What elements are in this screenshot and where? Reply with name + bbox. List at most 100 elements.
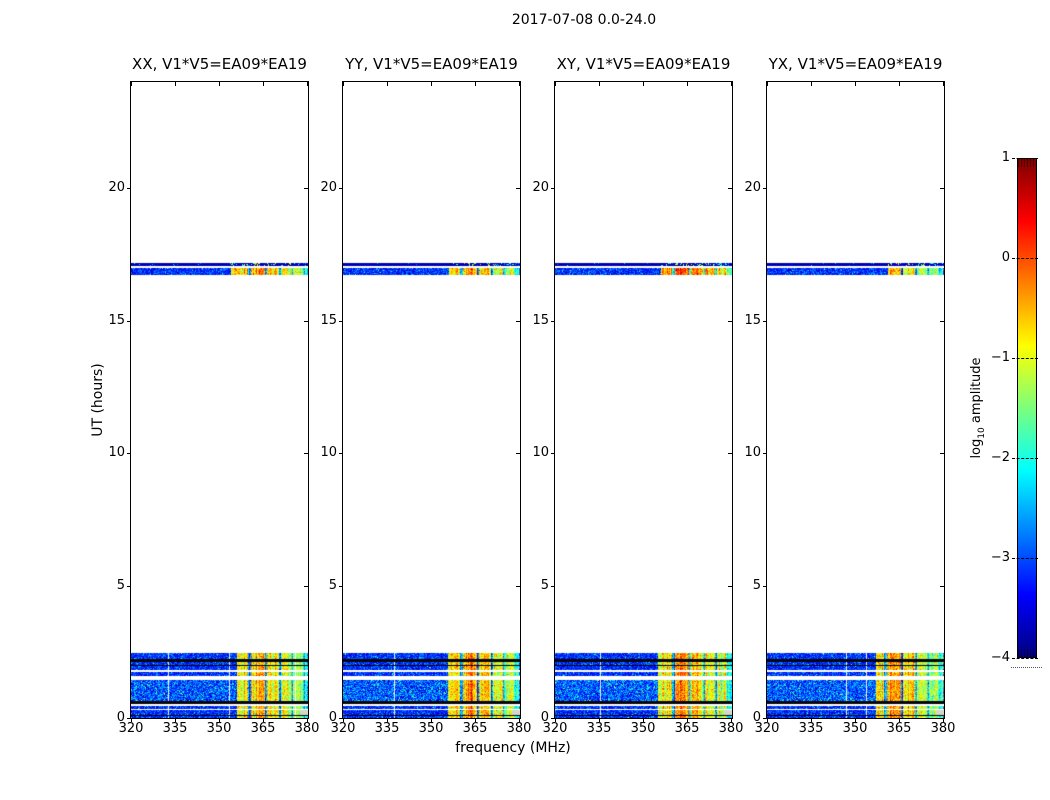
- x-tick-bottom: [263, 718, 264, 722]
- colorbar-tick-label: 1: [1001, 150, 1010, 165]
- x-tick-bottom: [343, 718, 344, 722]
- x-tick-top: [599, 82, 600, 86]
- y-tick-right: [940, 188, 944, 189]
- x-tick-label: 320: [542, 721, 568, 736]
- x-tick-bottom: [431, 718, 432, 722]
- colorbar-label-sub10: 10: [976, 427, 987, 439]
- x-tick-bottom: [175, 718, 176, 722]
- x-tick-top: [943, 82, 944, 86]
- x-axis-label: frequency (MHz): [455, 740, 571, 756]
- x-tick-label: 380: [930, 721, 956, 736]
- y-tick-label: 10: [532, 445, 549, 460]
- y-tick-label: 5: [752, 578, 761, 593]
- y-tick-label: 5: [540, 578, 549, 593]
- y-tick-label: 0: [540, 710, 549, 725]
- y-tick-right: [304, 718, 308, 719]
- x-tick-label: 365: [674, 721, 700, 736]
- y-axis-label: UT (hours): [90, 363, 106, 437]
- x-tick-top: [643, 82, 644, 86]
- colorbar-tick-label: −1: [990, 350, 1010, 365]
- x-tick-top: [431, 82, 432, 86]
- heatmap-canvas-yy: [343, 82, 520, 718]
- x-tick-top: [555, 82, 556, 86]
- y-tick-right: [516, 188, 520, 189]
- x-tick-top: [731, 82, 732, 86]
- colorbar-top-hatch: [1018, 159, 1036, 167]
- x-tick-bottom: [899, 718, 900, 722]
- x-tick-bottom: [387, 718, 388, 722]
- heatmap-canvas-xy: [555, 82, 732, 718]
- y-tick-left: [339, 188, 343, 189]
- colorbar-bottom-dotted-line: [1011, 667, 1042, 668]
- y-tick-right: [728, 188, 732, 189]
- y-tick-right: [516, 718, 520, 719]
- y-tick-label: 15: [744, 313, 761, 328]
- x-tick-label: 335: [162, 721, 188, 736]
- x-tick-top: [899, 82, 900, 86]
- y-tick-right: [940, 718, 944, 719]
- y-tick-label: 5: [116, 578, 125, 593]
- y-tick-left: [551, 718, 555, 719]
- x-tick-bottom: [643, 718, 644, 722]
- panel-xy: [554, 81, 733, 719]
- y-tick-label: 10: [108, 445, 125, 460]
- y-tick-label: 0: [116, 710, 125, 725]
- x-tick-bottom: [555, 718, 556, 722]
- colorbar-tick: [1012, 558, 1038, 559]
- y-tick-left: [763, 586, 767, 587]
- y-tick-label: 10: [744, 445, 761, 460]
- y-tick-label: 15: [108, 313, 125, 328]
- x-tick-label: 320: [330, 721, 356, 736]
- heatmap-canvas-xx: [131, 82, 308, 718]
- colorbar-tick: [1012, 158, 1038, 159]
- x-tick-label: 365: [250, 721, 276, 736]
- colorbar-tick-label: 0: [1001, 250, 1010, 265]
- x-tick-top: [475, 82, 476, 86]
- x-tick-top: [131, 82, 132, 86]
- x-tick-top: [307, 82, 308, 86]
- x-tick-top: [519, 82, 520, 86]
- y-tick-right: [940, 453, 944, 454]
- x-tick-label: 350: [630, 721, 656, 736]
- y-tick-left: [551, 188, 555, 189]
- y-tick-label: 0: [752, 710, 761, 725]
- panel-title-xy: XY, V1*V5=EA09*EA19: [556, 55, 731, 73]
- y-tick-label: 10: [320, 445, 337, 460]
- y-tick-left: [763, 321, 767, 322]
- colorbar-tick: [1012, 258, 1038, 259]
- y-tick-left: [127, 586, 131, 587]
- y-tick-label: 5: [328, 578, 337, 593]
- x-tick-label: 380: [506, 721, 532, 736]
- y-tick-right: [728, 321, 732, 322]
- x-tick-label: 350: [418, 721, 444, 736]
- colorbar-bottom-hatch: [1018, 649, 1036, 657]
- colorbar-label: log10 amplitude: [969, 357, 987, 458]
- y-tick-right: [304, 188, 308, 189]
- y-tick-left: [127, 718, 131, 719]
- x-tick-top: [387, 82, 388, 86]
- y-tick-label: 20: [744, 180, 761, 195]
- x-tick-label: 380: [294, 721, 320, 736]
- x-tick-label: 335: [374, 721, 400, 736]
- x-tick-label: 335: [586, 721, 612, 736]
- x-tick-top: [811, 82, 812, 86]
- y-tick-left: [127, 453, 131, 454]
- y-tick-right: [728, 453, 732, 454]
- x-tick-bottom: [731, 718, 732, 722]
- y-tick-right: [940, 321, 944, 322]
- y-tick-left: [763, 718, 767, 719]
- colorbar-tick-label: −3: [990, 550, 1010, 565]
- x-tick-label: 335: [798, 721, 824, 736]
- x-tick-label: 365: [886, 721, 912, 736]
- x-tick-label: 350: [206, 721, 232, 736]
- y-tick-left: [339, 586, 343, 587]
- y-tick-label: 20: [532, 180, 549, 195]
- y-tick-left: [551, 453, 555, 454]
- panel-title-yx: YX, V1*V5=EA09*EA19: [768, 55, 943, 73]
- colorbar-label-amplitude: amplitude: [969, 357, 985, 428]
- heatmap-canvas-yx: [767, 82, 944, 718]
- y-tick-right: [304, 453, 308, 454]
- x-tick-label: 320: [118, 721, 144, 736]
- y-tick-left: [339, 453, 343, 454]
